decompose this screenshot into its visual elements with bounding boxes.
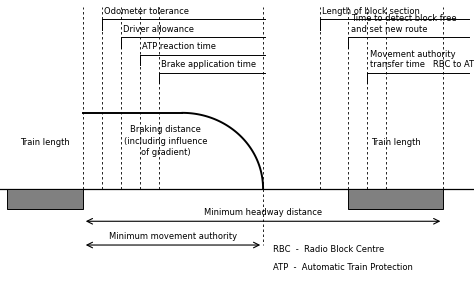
- Text: ATP reaction time: ATP reaction time: [142, 42, 216, 51]
- Text: Minimum headway distance: Minimum headway distance: [204, 208, 322, 217]
- Text: Length of block section: Length of block section: [322, 7, 420, 16]
- Text: Driver allowance: Driver allowance: [123, 25, 194, 34]
- Text: Brake application time: Brake application time: [161, 60, 256, 69]
- Text: Braking distance
(including influence
of gradient): Braking distance (including influence of…: [124, 125, 208, 157]
- Bar: [348, 189, 443, 209]
- Text: Train length: Train length: [371, 138, 420, 147]
- Text: Time to detect block free
and set new route: Time to detect block free and set new ro…: [351, 14, 456, 34]
- Text: ATP  -  Automatic Train Protection: ATP - Automatic Train Protection: [273, 263, 412, 272]
- Bar: [7, 189, 83, 209]
- Text: Odometer tolerance: Odometer tolerance: [104, 7, 189, 16]
- Text: Movement authority
transfer time   RBC to ATP: Movement authority transfer time RBC to …: [370, 50, 474, 69]
- Text: Minimum movement authority: Minimum movement authority: [109, 232, 237, 241]
- Text: RBC  -  Radio Block Centre: RBC - Radio Block Centre: [273, 245, 384, 254]
- Text: Train length: Train length: [20, 138, 70, 147]
